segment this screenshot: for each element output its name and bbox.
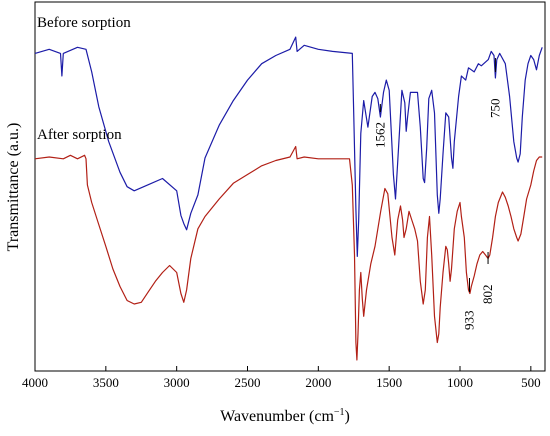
series-label-after-sorption: After sorption bbox=[37, 127, 122, 143]
annotation-933: 933 bbox=[461, 311, 476, 331]
annotations-layer: 1562 750 933 802 bbox=[372, 58, 502, 330]
x-tick-label: 2500 bbox=[235, 375, 261, 390]
x-tick-label: 4000 bbox=[22, 375, 48, 390]
x-tick-label: 500 bbox=[521, 375, 541, 390]
annotation-750: 750 bbox=[487, 99, 502, 119]
x-axis-title-main: Wavenumber (cm bbox=[220, 408, 334, 425]
x-tick-label: 3500 bbox=[93, 375, 119, 390]
x-tick-label: 2000 bbox=[305, 375, 331, 390]
x-axis-title-sup: −1 bbox=[334, 407, 345, 418]
annotation-802: 802 bbox=[480, 285, 495, 305]
series-label-before-sorption: Before sorption bbox=[37, 15, 131, 31]
annotation-1562: 1562 bbox=[372, 122, 387, 148]
x-axis-title: Wavenumber (cm−1) bbox=[220, 407, 350, 425]
plot-frame bbox=[34, 1, 546, 372]
x-axis-ticks: 4000 3500 3000 2500 2000 1500 1000 500 bbox=[22, 366, 541, 390]
x-tick-label: 3000 bbox=[164, 375, 190, 390]
y-axis-title: Transmittance (a.u.) bbox=[5, 123, 22, 252]
x-axis-title-close: ) bbox=[345, 408, 350, 425]
x-tick-label: 1000 bbox=[447, 375, 473, 390]
x-tick-label: 1500 bbox=[376, 375, 402, 390]
series-line-0 bbox=[34, 36, 543, 257]
